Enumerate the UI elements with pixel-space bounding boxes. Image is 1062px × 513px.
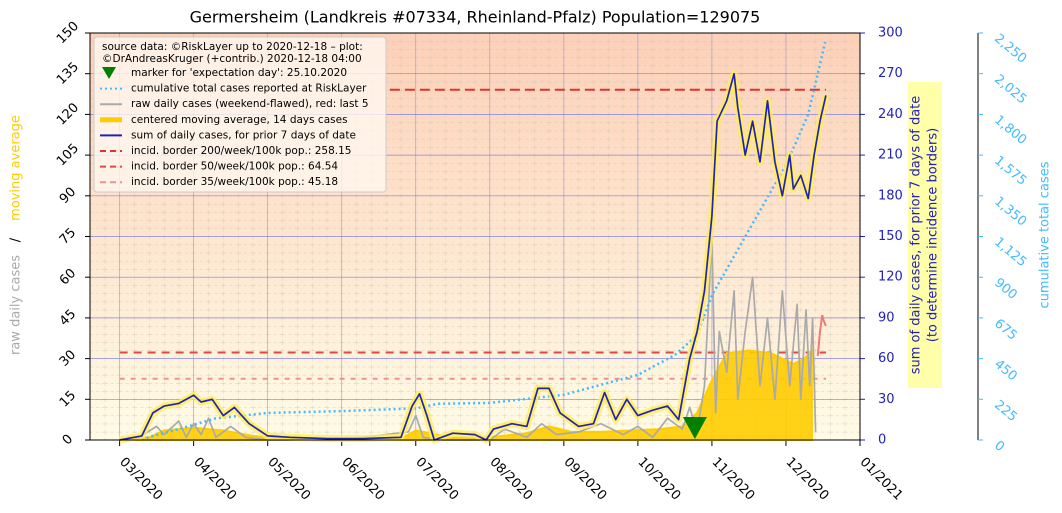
y2-tick-label: 210 bbox=[878, 148, 903, 163]
legend-marker bbox=[102, 67, 116, 79]
y2-tick-label: 60 bbox=[878, 351, 895, 366]
y3-tick-label: 1,125 bbox=[991, 235, 1029, 270]
legend-label: sum of daily cases, for prior 7 days of … bbox=[131, 129, 356, 141]
y3-tick-label: 675 bbox=[991, 316, 1020, 343]
source-note: ©DrAndreasKruger (+contrib.) 2020-12-18 … bbox=[102, 53, 362, 65]
y2-label: sum of daily cases, for prior 7 days of … bbox=[909, 96, 924, 375]
y3-tick-label: 450 bbox=[991, 357, 1020, 384]
x-tick-label: 08/2020 bbox=[487, 455, 536, 504]
y2-tick-label: 0 bbox=[878, 433, 886, 448]
legend-box bbox=[93, 36, 387, 193]
y-tick-label: 45 bbox=[57, 307, 79, 329]
legend-label: cumulative total cases reported at RiskL… bbox=[131, 83, 367, 95]
series-line bbox=[119, 72, 827, 441]
y2-tick-label: 120 bbox=[878, 270, 903, 285]
x-tick-label: 03/2020 bbox=[116, 455, 165, 504]
y-tick-label: 105 bbox=[54, 141, 82, 169]
legend-label: raw daily cases (weekend-flawed), red: l… bbox=[131, 98, 369, 110]
y-tick-label: 60 bbox=[57, 266, 79, 288]
legend-label: centered moving average, 14 days cases bbox=[131, 114, 348, 126]
legend-label: incid. border 50/week/100k pop.: 64.54 bbox=[131, 161, 338, 173]
y3-tick-label: 2,250 bbox=[991, 31, 1029, 66]
legend-label: marker for 'expectation day': 25.10.2020 bbox=[131, 67, 347, 79]
y-tick-label: 135 bbox=[54, 60, 82, 88]
y2-label: (to determine incidence borders) bbox=[926, 128, 941, 343]
y3-tick-label: 1,800 bbox=[991, 113, 1029, 148]
legend-label: incid. border 200/week/100k pop.: 258.15 bbox=[131, 145, 351, 157]
x-tick-label: 05/2020 bbox=[264, 455, 313, 504]
x-tick-label: 12/2020 bbox=[783, 455, 832, 504]
y2-tick-label: 150 bbox=[878, 229, 903, 244]
y2-tick-label: 90 bbox=[878, 310, 895, 325]
y3-tick-label: 225 bbox=[991, 398, 1020, 425]
source-note: source data: ©RiskLayer up to 2020-12-18… bbox=[102, 41, 363, 53]
x-tick-label: 09/2020 bbox=[561, 455, 610, 504]
y-label: / bbox=[9, 237, 24, 242]
y3-tick-label: 0 bbox=[991, 438, 1007, 455]
y2-tick-label: 30 bbox=[878, 392, 895, 407]
y2-tick-label: 240 bbox=[878, 107, 903, 122]
y3-tick-label: 900 bbox=[991, 275, 1020, 302]
x-tick-label: 06/2020 bbox=[338, 455, 387, 504]
series-line bbox=[141, 41, 827, 441]
x-tick-label: 07/2020 bbox=[412, 455, 461, 504]
legend-label: incid. border 35/week/100k pop.: 45.18 bbox=[131, 176, 338, 188]
series-line bbox=[133, 235, 817, 441]
chart-title: Germersheim (Landkreis #07334, Rheinland… bbox=[190, 8, 761, 27]
y-label: raw daily cases bbox=[9, 255, 24, 355]
plot-frame bbox=[89, 32, 861, 441]
y3-tick-label: 2,025 bbox=[991, 72, 1029, 107]
y3-tick-label: 1,350 bbox=[991, 194, 1029, 229]
y-tick-label: 120 bbox=[54, 100, 82, 128]
y2-label-box bbox=[908, 82, 942, 388]
y2-tick-label: 270 bbox=[878, 66, 903, 81]
x-tick-label: 04/2020 bbox=[190, 455, 239, 504]
x-tick-label: 01/2021 bbox=[857, 455, 906, 504]
y2-tick-label: 180 bbox=[878, 188, 903, 203]
expectation-marker bbox=[682, 417, 707, 439]
x-tick-label: 11/2020 bbox=[709, 455, 758, 504]
y-tick-label: 150 bbox=[54, 19, 82, 47]
y-label: moving average bbox=[9, 115, 24, 221]
y-tick-label: 90 bbox=[57, 185, 79, 207]
y-tick-label: 15 bbox=[57, 388, 79, 410]
y3-label: cumulative total cases bbox=[1038, 161, 1053, 308]
y3-tick-label: 1,575 bbox=[991, 153, 1029, 188]
y-tick-label: 75 bbox=[57, 225, 79, 247]
y2-tick-label: 300 bbox=[878, 26, 903, 41]
last-values-line bbox=[816, 314, 827, 356]
y-tick-label: 0 bbox=[60, 432, 76, 448]
y-tick-label: 30 bbox=[57, 347, 79, 369]
x-tick-label: 10/2020 bbox=[635, 455, 684, 504]
